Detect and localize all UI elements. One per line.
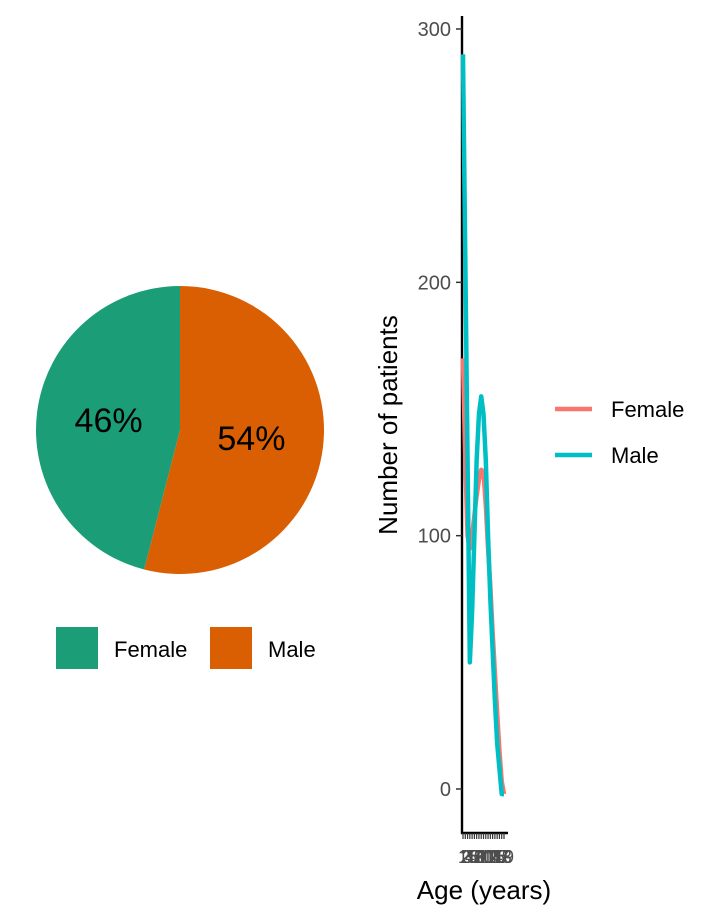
x-axis-title: Age (years) bbox=[417, 875, 551, 905]
x-tick-label: 2 bbox=[460, 847, 470, 867]
x-tick-label: 7 bbox=[472, 847, 482, 867]
line-chart: 010020030012345678910111213141516171819 … bbox=[373, 16, 551, 905]
x-tick-label: 16 bbox=[487, 847, 507, 867]
x-tick-label: 1 bbox=[458, 847, 468, 867]
y-axis-title: Number of patients bbox=[373, 315, 403, 535]
x-tick-label: 11 bbox=[476, 847, 495, 867]
pie-slice-female bbox=[36, 286, 180, 570]
x-tick-label: 17 bbox=[489, 847, 509, 867]
x-tick-label: 12 bbox=[478, 847, 498, 867]
y-tick-label: 300 bbox=[418, 19, 451, 41]
y-tick-label: 0 bbox=[440, 779, 451, 801]
x-tick-label: 4 bbox=[465, 847, 475, 867]
x-tick-label: 5 bbox=[467, 847, 477, 867]
pie-label-male: 54% bbox=[217, 420, 285, 458]
legend-label-male: Male bbox=[268, 637, 316, 662]
y-tick-label: 200 bbox=[418, 272, 451, 294]
series-line-male bbox=[460, 54, 504, 797]
x-tick-label: 19 bbox=[494, 847, 514, 867]
line-series bbox=[460, 54, 507, 797]
x-tick-label: 15 bbox=[485, 847, 505, 867]
line-legend: Female Male bbox=[555, 397, 684, 468]
x-tick-label: 3 bbox=[463, 847, 473, 867]
x-tick-label: 18 bbox=[492, 847, 512, 867]
legend-label-female: Female bbox=[114, 637, 187, 662]
x-tick-label: 13 bbox=[480, 847, 500, 867]
legend-key-female bbox=[56, 627, 98, 669]
x-tick-label: 8 bbox=[474, 847, 484, 867]
x-tick-label: 9 bbox=[476, 847, 486, 867]
pie-slice-male bbox=[144, 286, 325, 574]
pie-legend: Female Male bbox=[56, 627, 316, 669]
legend-label-female: Female bbox=[611, 397, 684, 422]
x-tick-label: 6 bbox=[469, 847, 479, 867]
pie-label-female: 46% bbox=[75, 402, 143, 440]
y-tick-label: 100 bbox=[418, 526, 451, 548]
legend-key-male bbox=[210, 627, 252, 669]
pie-chart: 46% 54% bbox=[36, 286, 325, 574]
x-tick-label: 14 bbox=[483, 847, 503, 867]
legend-label-male: Male bbox=[611, 443, 659, 468]
x-tick-label: 10 bbox=[473, 847, 493, 867]
